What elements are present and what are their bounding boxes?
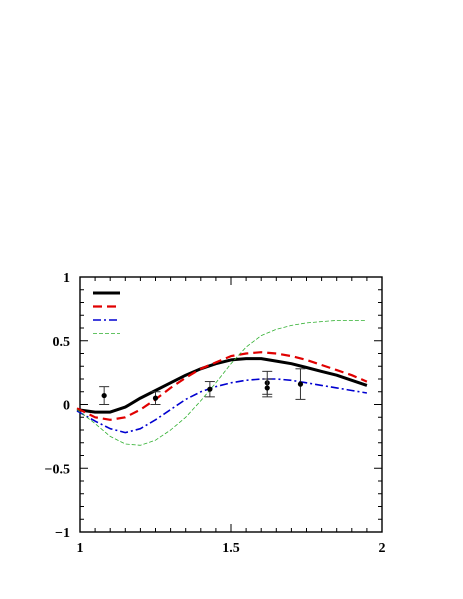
x-tick-label: 1 xyxy=(77,541,84,556)
x-tick-label: 2 xyxy=(379,541,386,556)
axis-ticks xyxy=(79,276,383,533)
y-tick-label: 1 xyxy=(63,271,70,286)
y-tick-label: 0.5 xyxy=(53,335,71,350)
series-line-3 xyxy=(76,378,368,434)
plot-frame xyxy=(79,276,383,533)
data-point-1 xyxy=(99,386,110,405)
data-point-2 xyxy=(150,391,161,405)
y-tick-label: −0.5 xyxy=(45,462,70,477)
y-tick-label: 0 xyxy=(63,399,70,414)
data-point-3 xyxy=(204,381,215,398)
tick-labels: 1 1.5 2 −1 −0.5 0 0.5 1 xyxy=(45,271,386,556)
data-marker xyxy=(297,381,304,387)
series-line-1 xyxy=(76,357,368,414)
data-marker xyxy=(264,385,270,391)
data-marker xyxy=(152,395,159,401)
data-points xyxy=(99,368,306,405)
data-point-6 xyxy=(295,368,306,400)
plot-area-border xyxy=(79,276,383,533)
y-tick-label: −1 xyxy=(55,526,70,541)
data-marker xyxy=(101,392,107,399)
legend xyxy=(93,291,120,334)
data-point-5 xyxy=(262,378,273,398)
data-marker xyxy=(207,386,213,392)
series-line-4 xyxy=(76,319,367,446)
x-tick-label: 1.5 xyxy=(222,541,240,556)
series-lines xyxy=(76,319,368,446)
